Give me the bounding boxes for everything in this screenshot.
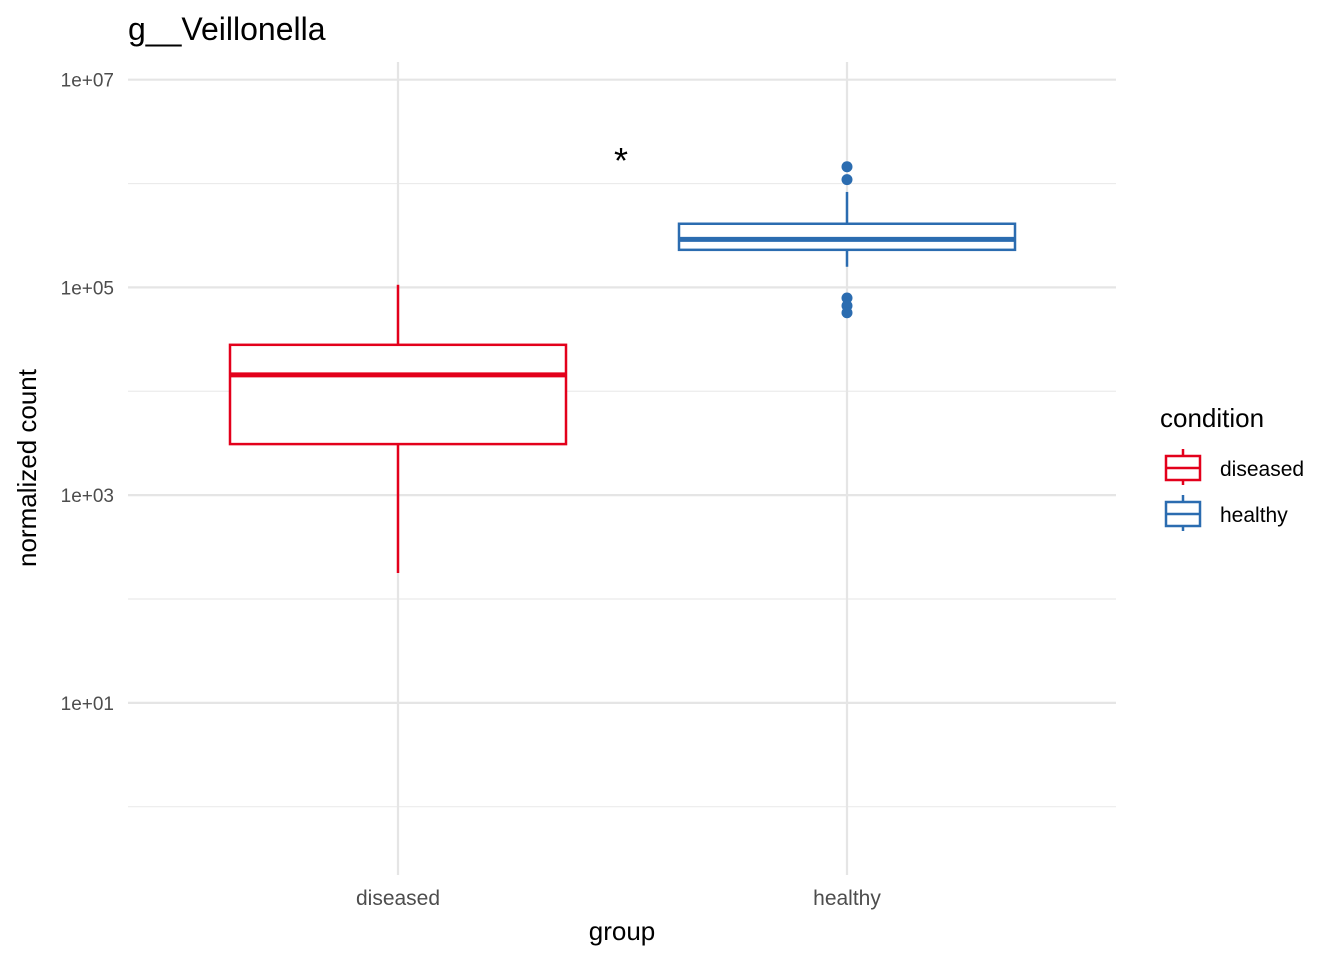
boxes	[228, 161, 1017, 573]
x-axis: diseased healthy	[356, 887, 881, 910]
y-axis: 1e+07 1e+05 1e+03 1e+01	[61, 71, 114, 715]
legend-label: healthy	[1220, 504, 1288, 527]
iqr-box	[677, 222, 1017, 252]
outlier-point	[841, 292, 853, 304]
x-axis-label: group	[589, 916, 656, 946]
box-healthy	[677, 161, 1017, 319]
significance-annotation: *	[614, 140, 628, 181]
outlier-point	[841, 307, 853, 319]
y-tick-label: 1e+03	[61, 486, 114, 507]
legend: condition diseased healthy	[1160, 403, 1304, 531]
y-tick-label: 1e+01	[61, 694, 114, 715]
x-tick-label: diseased	[356, 887, 440, 910]
y-tick-label: 1e+07	[61, 71, 114, 92]
legend-item-diseased: diseased	[1164, 449, 1304, 485]
legend-label: diseased	[1220, 458, 1304, 481]
y-tick-label: 1e+05	[61, 278, 114, 299]
box-diseased	[228, 284, 568, 573]
x-tick-label: healthy	[813, 887, 881, 910]
outlier-point	[841, 174, 853, 186]
iqr-box	[228, 343, 568, 446]
grid-lines	[128, 62, 1116, 875]
outlier-point	[841, 161, 853, 173]
y-axis-label: normalized count	[12, 368, 42, 567]
chart-title: g__Veillonella	[128, 11, 326, 47]
legend-title: condition	[1160, 403, 1264, 433]
legend-item-healthy: healthy	[1164, 495, 1288, 531]
